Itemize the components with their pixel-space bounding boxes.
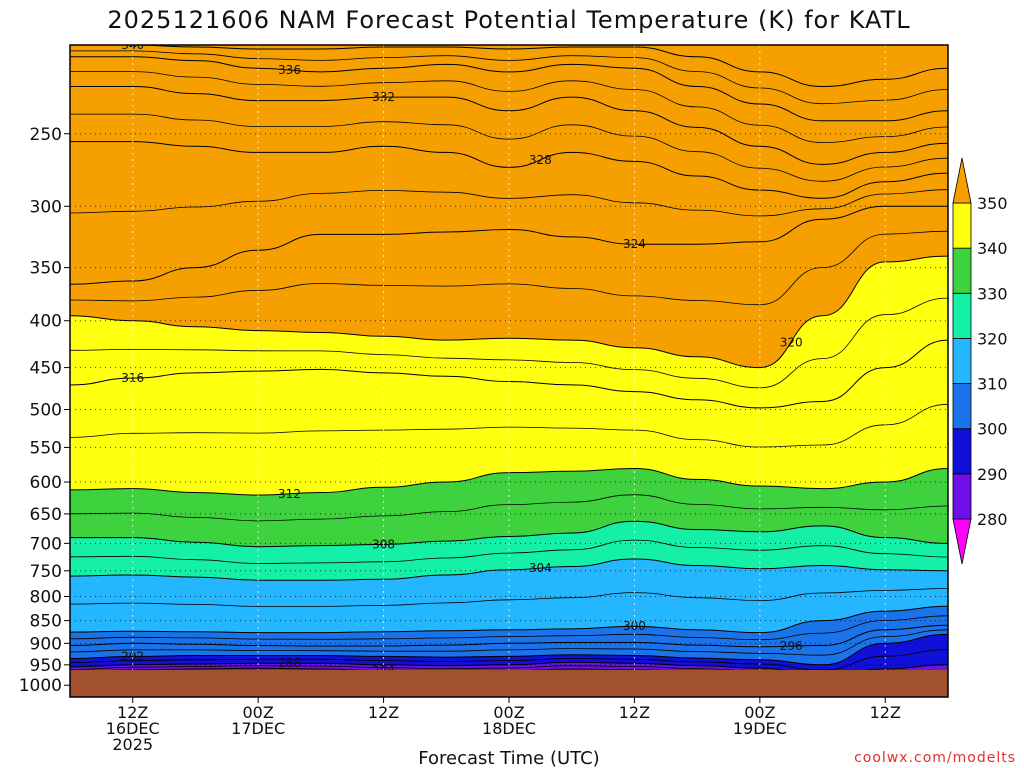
- isentrope-mid-328: [70, 189, 948, 217]
- y-tick-label-850: 850: [30, 612, 62, 632]
- credit-link[interactable]: coolwx.com/modelts: [854, 750, 1016, 766]
- colorbar-label-280: 280: [977, 510, 1008, 529]
- isentrope-label-336: 336: [278, 63, 301, 77]
- isentrope-label-320: 320: [780, 336, 803, 350]
- isentrope-label-292: 292: [121, 649, 144, 663]
- chart-title: 2025121606 NAM Forecast Potential Temper…: [107, 6, 910, 34]
- x-tick-label-30-0: 12Z: [368, 703, 399, 722]
- isentrope-label-340: 340: [121, 38, 144, 52]
- x-tick-label-42-0: 00Z: [493, 703, 524, 722]
- colorbar-band-340: [952, 202, 972, 249]
- x-tick-label-78-0: 12Z: [870, 703, 901, 722]
- isentrope-label-304: 304: [529, 561, 552, 575]
- x-tick-label-66-0: 00Z: [744, 703, 775, 722]
- isentrope-label-328: 328: [529, 153, 552, 167]
- y-tick-label-250: 250: [30, 125, 62, 145]
- isentrope-mid-320: [70, 297, 948, 389]
- colorbar-label-340: 340: [977, 239, 1008, 258]
- isentrope-304: [70, 558, 948, 581]
- x-tick-label-6-1: 16DEC: [106, 719, 160, 738]
- y-tick-label-350: 350: [30, 259, 62, 279]
- colorbar-label-310: 310: [977, 375, 1008, 394]
- colorbar: 280 290 300 310 320 330 340 350: [952, 157, 1008, 565]
- grid-lines: [70, 45, 948, 697]
- isentrope-336: [70, 56, 948, 122]
- x-tick-label-18-1: 17DEC: [231, 719, 285, 738]
- colorbar-label-290: 290: [977, 465, 1008, 484]
- colorbar-top-arrow: [952, 157, 972, 204]
- x-tick-label-6-0: 12Z: [117, 703, 148, 722]
- isentrope-mid-292: [70, 649, 948, 671]
- isentrope-mid-312: [70, 494, 948, 522]
- isentrope-mid-308: [70, 539, 948, 564]
- x-axis-label: Forecast Time (UTC): [418, 748, 599, 768]
- isentrope-320: [70, 255, 948, 369]
- isentrope-300: [70, 605, 948, 634]
- y-tick-label-550: 550: [30, 438, 62, 458]
- pressure-axis: 2503003504004505005506006507007508008509…: [19, 125, 70, 696]
- isentrope-mid-340: [70, 50, 948, 105]
- y-tick-label-600: 600: [30, 473, 62, 493]
- y-tick-label-800: 800: [30, 587, 62, 607]
- isentrope-296: [70, 624, 948, 648]
- colorbar-bottom-arrow: [952, 518, 972, 565]
- isentrope-mid-304: [70, 588, 948, 607]
- y-tick-label-700: 700: [30, 534, 62, 554]
- isentrope-label-300: 300: [623, 619, 646, 633]
- isentrope-mid-316: [70, 403, 948, 448]
- isentrope-label-296: 296: [780, 639, 803, 653]
- y-tick-label-450: 450: [30, 359, 62, 379]
- isentrope-308: [70, 520, 948, 548]
- isentrope-mid-332: [70, 113, 948, 182]
- x-tick-label-6-2: 2025: [112, 735, 153, 754]
- colorbar-label-330: 330: [977, 284, 1008, 303]
- isentrope-mid-300: [70, 615, 948, 641]
- y-tick-label-500: 500: [30, 401, 62, 421]
- isentrope-324: [70, 205, 948, 285]
- y-tick-label-1000: 1000: [19, 676, 62, 696]
- isentrope-label-316: 316: [121, 371, 144, 385]
- colorbar-band-290: [952, 428, 972, 475]
- colorbar-label-350: 350: [977, 194, 1008, 213]
- colorbar-label-320: 320: [977, 329, 1008, 348]
- x-tick-label-42-1: 18DEC: [482, 719, 536, 738]
- colorbar-band-310: [952, 338, 972, 384]
- colorbar-band-280: [952, 473, 972, 520]
- isentrope-340: [70, 45, 948, 88]
- isentrope-332: [70, 86, 948, 165]
- colorbar-band-300: [952, 383, 972, 430]
- y-tick-label-300: 300: [30, 197, 62, 217]
- y-tick-label-750: 750: [30, 562, 62, 582]
- isentrope-mid-324: [70, 230, 948, 306]
- x-tick-label-18-0: 00Z: [242, 703, 273, 722]
- colorbar-band-320: [952, 292, 972, 339]
- surface-terrain: [70, 670, 948, 697]
- isentrope-292: [70, 633, 948, 666]
- y-tick-label-650: 650: [30, 505, 62, 525]
- y-tick-label-400: 400: [30, 312, 62, 332]
- x-tick-label-54-0: 12Z: [619, 703, 650, 722]
- isentrope-mid-296: [70, 629, 948, 656]
- y-tick-label-950: 950: [30, 656, 62, 676]
- isentrope-label-312: 312: [278, 487, 301, 501]
- isentrope-mid-336: [70, 71, 948, 144]
- isentrope-328: [70, 141, 948, 199]
- y-tick-label-900: 900: [30, 634, 62, 654]
- colorbar-label-300: 300: [977, 420, 1008, 439]
- isentrope-label-332: 332: [372, 90, 395, 104]
- x-tick-label-66-1: 19DEC: [733, 719, 787, 738]
- colorbar-band-330: [952, 247, 972, 294]
- isentrope-label-288: 288: [278, 656, 301, 670]
